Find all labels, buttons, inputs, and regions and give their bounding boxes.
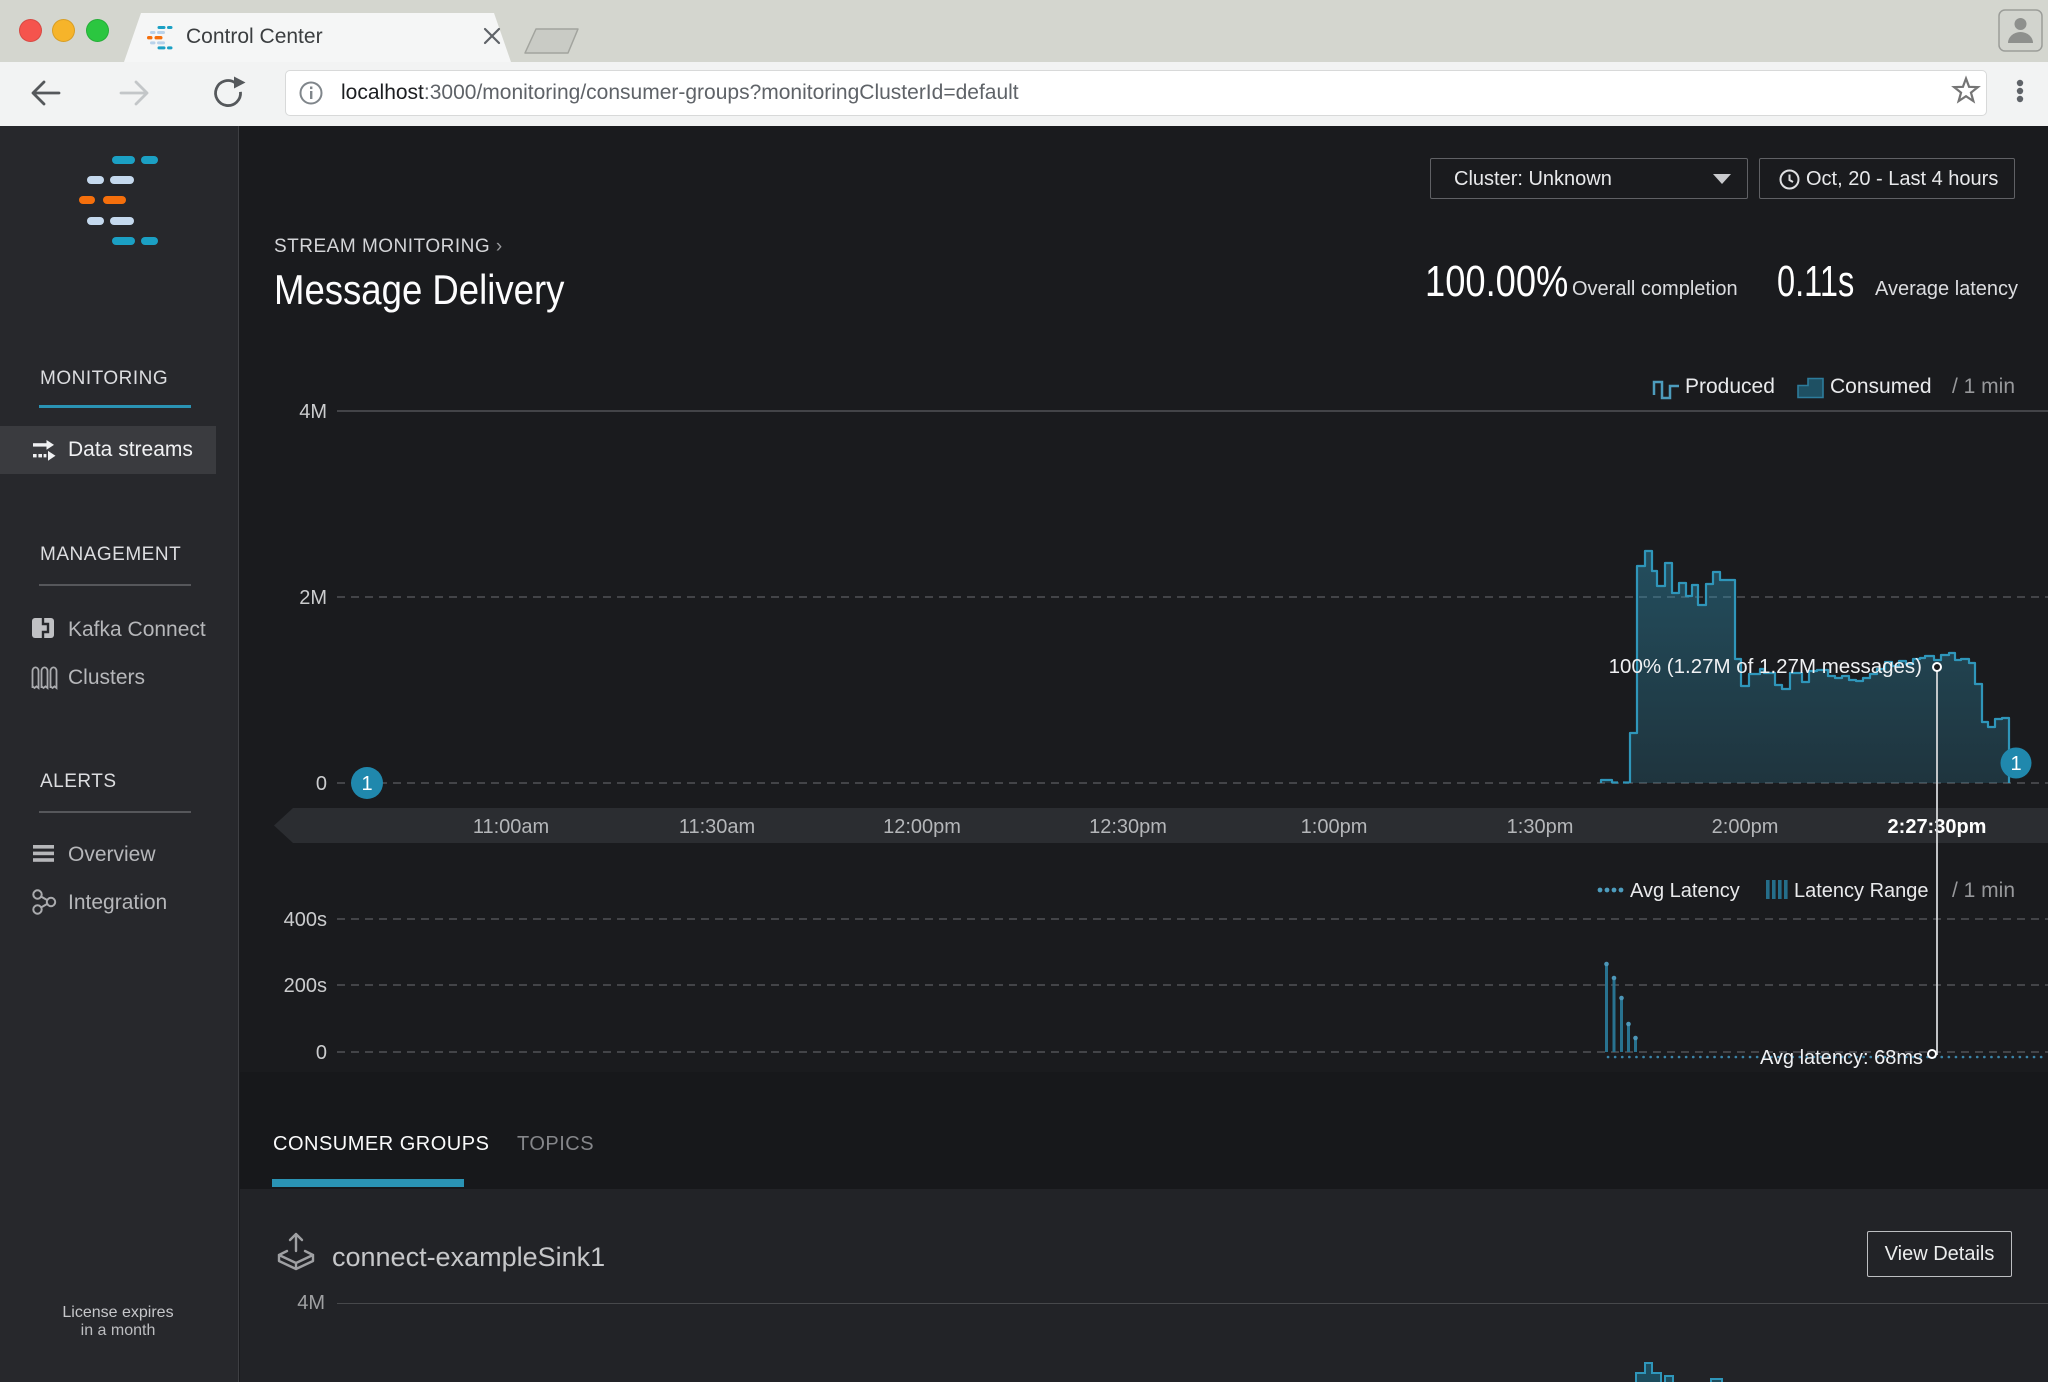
svg-text:200s: 200s (284, 975, 327, 997)
svg-text:11:30am: 11:30am (679, 816, 755, 838)
svg-text:1: 1 (361, 773, 372, 795)
svg-text:12:00pm: 12:00pm (883, 816, 961, 838)
svg-text:Produced: Produced (1685, 375, 1775, 398)
svg-text:400s: 400s (284, 909, 327, 931)
svg-text:2M: 2M (299, 587, 327, 609)
svg-text:2:00pm: 2:00pm (1712, 816, 1779, 838)
svg-text:1:00pm: 1:00pm (1301, 816, 1368, 838)
svg-text:Consumed: Consumed (1830, 375, 1932, 398)
svg-text:1: 1 (2010, 753, 2021, 775)
svg-text:/ 1 min: / 1 min (1952, 375, 2015, 398)
svg-text:Avg latency: 68ms: Avg latency: 68ms (1760, 1047, 1923, 1069)
svg-text:4M: 4M (299, 401, 327, 423)
svg-text:/ 1 min: / 1 min (1952, 879, 2015, 902)
svg-text:100% (1.27M of 1.27M messages): 100% (1.27M of 1.27M messages) (1609, 655, 1922, 678)
svg-text:1:30pm: 1:30pm (1507, 816, 1574, 838)
svg-text:0: 0 (316, 1042, 327, 1064)
svg-text:Latency Range: Latency Range (1794, 880, 1929, 902)
svg-text:12:30pm: 12:30pm (1089, 816, 1167, 838)
svg-text:0: 0 (316, 773, 327, 795)
svg-text:Avg Latency: Avg Latency (1630, 880, 1740, 902)
svg-text:11:00am: 11:00am (473, 816, 549, 838)
